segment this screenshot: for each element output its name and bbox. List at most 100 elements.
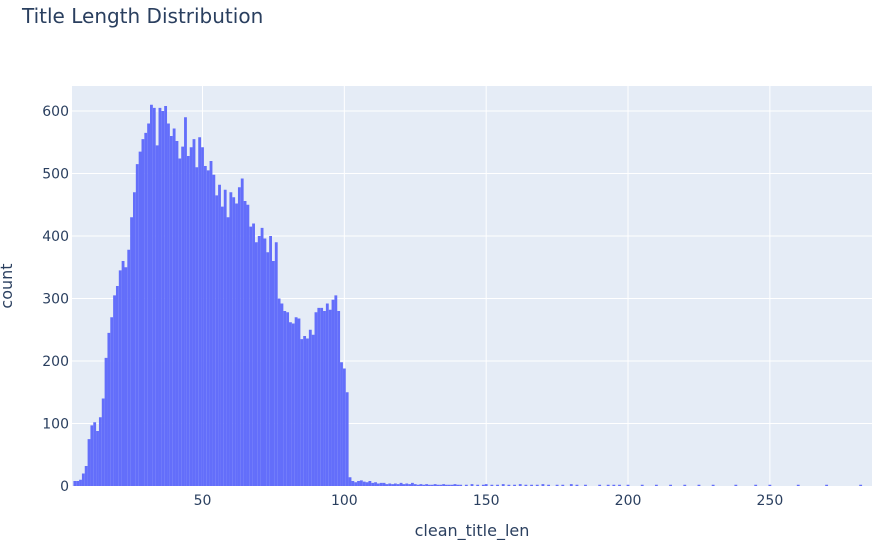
x-tick-label: 100 — [331, 493, 358, 509]
x-tick-label: 250 — [757, 493, 784, 509]
x-tick-label: 50 — [194, 493, 212, 509]
histogram-bar — [654, 484, 658, 486]
histogram-bar — [84, 466, 88, 486]
histogram-bar — [374, 482, 377, 486]
histogram-bar — [524, 484, 528, 486]
histogram-bar — [201, 147, 204, 486]
histogram-bar — [385, 484, 389, 486]
histogram-bar — [294, 317, 298, 486]
histogram-bar — [436, 484, 440, 486]
histogram-bar — [530, 484, 533, 486]
histogram-bar — [209, 161, 213, 486]
histogram-bar — [172, 128, 176, 486]
histogram-bar — [683, 484, 687, 486]
histogram-bar — [220, 206, 224, 486]
histogram-bar — [413, 484, 417, 486]
histogram-bar — [859, 484, 863, 486]
histogram-bar — [124, 267, 128, 486]
histogram-bar — [317, 307, 321, 486]
histogram-bar — [575, 484, 579, 486]
histogram-bar — [232, 197, 236, 486]
histogram-bar — [274, 242, 278, 486]
histogram-bar — [306, 338, 309, 486]
histogram-bar — [430, 484, 434, 486]
histogram-bar — [640, 484, 644, 486]
histogram-bar — [246, 204, 250, 486]
histogram-bar — [428, 484, 431, 486]
histogram-bar — [464, 484, 468, 486]
histogram-bar — [393, 483, 397, 486]
histogram-bar — [337, 311, 341, 486]
y-tick-label: 0 — [60, 479, 69, 495]
histogram-bar — [280, 303, 284, 486]
histogram-bar — [362, 481, 366, 486]
histogram-bar — [277, 298, 281, 486]
histogram-bar — [496, 484, 499, 486]
histogram-bar — [796, 484, 800, 486]
histogram-bar — [419, 484, 423, 486]
bar-layer — [73, 104, 863, 486]
histogram-bar — [382, 482, 386, 486]
histogram-bar — [535, 484, 539, 486]
histogram-bar — [513, 484, 516, 486]
histogram-bar — [754, 484, 758, 486]
histogram-bar — [90, 425, 94, 486]
histogram-bar — [598, 484, 602, 486]
histogram-bar — [147, 123, 151, 486]
histogram-bar — [198, 137, 202, 486]
histogram-bar — [235, 203, 238, 486]
histogram-bar — [408, 484, 412, 486]
histogram-bar — [184, 117, 187, 486]
x-tick-label: 150 — [473, 493, 500, 509]
histogram-bar — [158, 107, 162, 486]
histogram-bar — [569, 484, 573, 486]
histogram-bar — [76, 481, 80, 486]
histogram-bar — [342, 368, 346, 486]
histogram-bar — [697, 484, 701, 486]
histogram-bar — [164, 106, 168, 486]
histogram-bar — [283, 311, 287, 486]
histogram-bar — [135, 164, 139, 486]
histogram-bar — [626, 484, 630, 486]
histogram-bar — [445, 484, 448, 486]
histogram-bar — [269, 236, 272, 486]
chart-title: Title Length Distribution — [22, 4, 264, 28]
y-axis-title: count — [0, 263, 16, 308]
histogram-bar — [155, 145, 159, 486]
histogram-bar — [561, 484, 565, 486]
histogram-bar — [226, 217, 230, 486]
histogram-bar — [442, 484, 446, 486]
histogram-bar — [237, 187, 241, 486]
y-tick-label: 200 — [42, 354, 69, 370]
histogram-bar — [178, 158, 182, 486]
histogram-bar — [331, 299, 335, 486]
y-tick-label: 600 — [42, 104, 69, 120]
histogram-bar — [169, 136, 173, 486]
y-tick-label: 400 — [42, 229, 69, 245]
histogram-bar — [518, 484, 522, 486]
histogram-bar — [98, 417, 102, 486]
y-tick-label: 500 — [42, 167, 69, 183]
histogram-bar — [141, 139, 145, 486]
histogram-bar — [101, 398, 105, 486]
histogram-bar — [73, 481, 77, 486]
histogram-bar — [87, 439, 91, 486]
histogram-bar — [308, 329, 312, 486]
histogram-bar — [484, 484, 488, 486]
histogram-bar — [411, 482, 414, 486]
histogram-bar — [229, 192, 233, 486]
histogram-bar — [161, 111, 165, 486]
histogram-bar — [206, 170, 210, 486]
histogram-bar — [391, 484, 394, 486]
histogram-bar — [240, 178, 244, 486]
histogram-bar — [79, 479, 82, 486]
histogram-bar — [433, 484, 437, 486]
histogram-bar — [286, 312, 290, 486]
histogram-bar — [399, 482, 403, 486]
histogram-bar — [195, 167, 199, 486]
histogram-bar — [243, 201, 247, 486]
histogram-bar — [348, 477, 352, 486]
x-axis-title: clean_title_len — [415, 521, 530, 541]
